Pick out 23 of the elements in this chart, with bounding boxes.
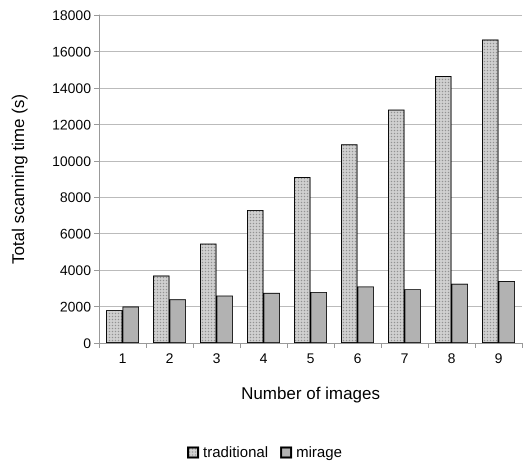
y-tick-label: 8000	[60, 189, 92, 206]
y-tick-label: 6000	[60, 226, 92, 242]
x-tick-label: 1	[118, 350, 127, 366]
y-tick-label: 2000	[60, 298, 92, 315]
x-tick-label: 8	[448, 350, 456, 366]
y-tick-label: 14000	[52, 80, 92, 96]
x-tick-label: 7	[400, 350, 409, 366]
x-tick-label: 2	[166, 350, 174, 366]
x-tick-label: 3	[212, 350, 221, 366]
legend-label: mirage	[296, 444, 342, 461]
y-tick-label: 16000	[52, 43, 92, 60]
y-tick-label: 18000	[52, 7, 92, 23]
x-tick-label: 5	[306, 350, 315, 366]
y-tick-label: 4000	[60, 262, 92, 278]
x-tick-label: 9	[494, 350, 503, 366]
y-axis-title: Total scanning time (s)	[9, 94, 28, 264]
y-tick-label: 10000	[52, 152, 92, 169]
x-axis-title: Number of images	[241, 384, 380, 403]
y-tick-label: 0	[83, 335, 92, 351]
y-tick-label: 12000	[52, 116, 92, 132]
x-tick-label: 6	[354, 350, 362, 366]
x-tick-label: 4	[260, 350, 268, 366]
legend-label: traditional	[203, 444, 268, 461]
